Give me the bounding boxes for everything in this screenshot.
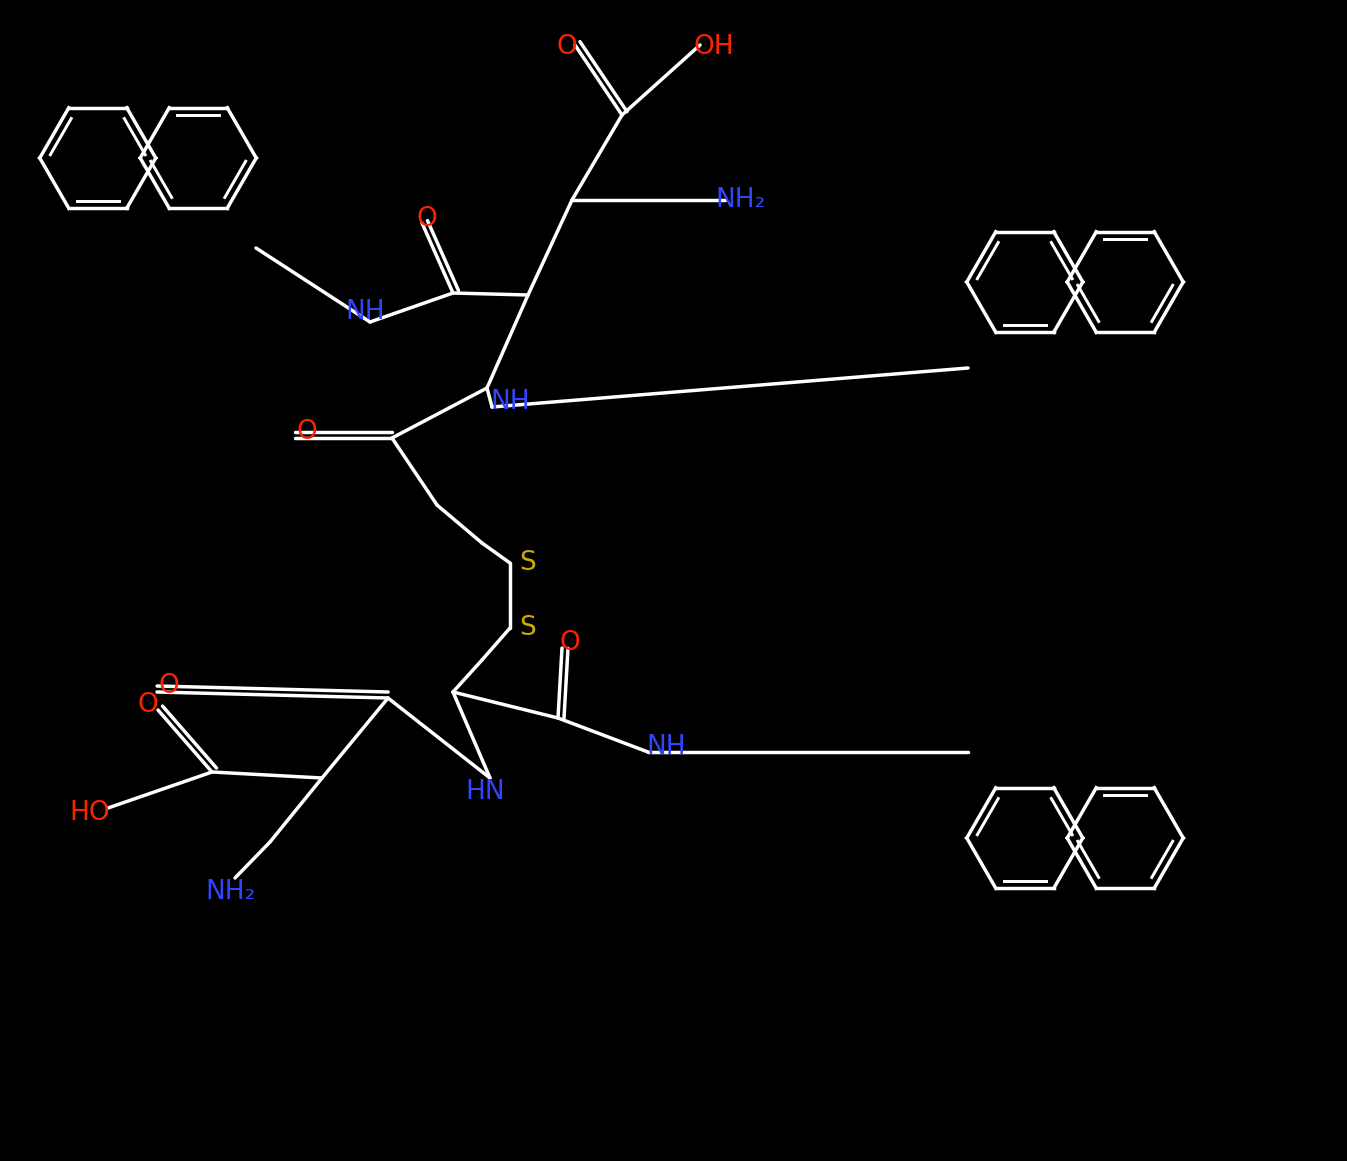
- Text: O: O: [556, 34, 578, 60]
- Text: NH₂: NH₂: [205, 879, 255, 906]
- Text: NH: NH: [490, 389, 529, 414]
- Text: HO: HO: [70, 800, 110, 825]
- Text: O: O: [559, 630, 581, 656]
- Text: NH: NH: [345, 300, 385, 325]
- Text: O: O: [137, 692, 159, 717]
- Text: S: S: [520, 615, 536, 641]
- Text: HN: HN: [465, 779, 505, 805]
- Text: O: O: [416, 205, 438, 232]
- Text: O: O: [296, 419, 318, 445]
- Text: O: O: [159, 673, 179, 699]
- Text: NH₂: NH₂: [715, 187, 766, 212]
- Text: OH: OH: [694, 34, 734, 60]
- Text: NH: NH: [647, 734, 686, 760]
- Text: S: S: [520, 550, 536, 576]
